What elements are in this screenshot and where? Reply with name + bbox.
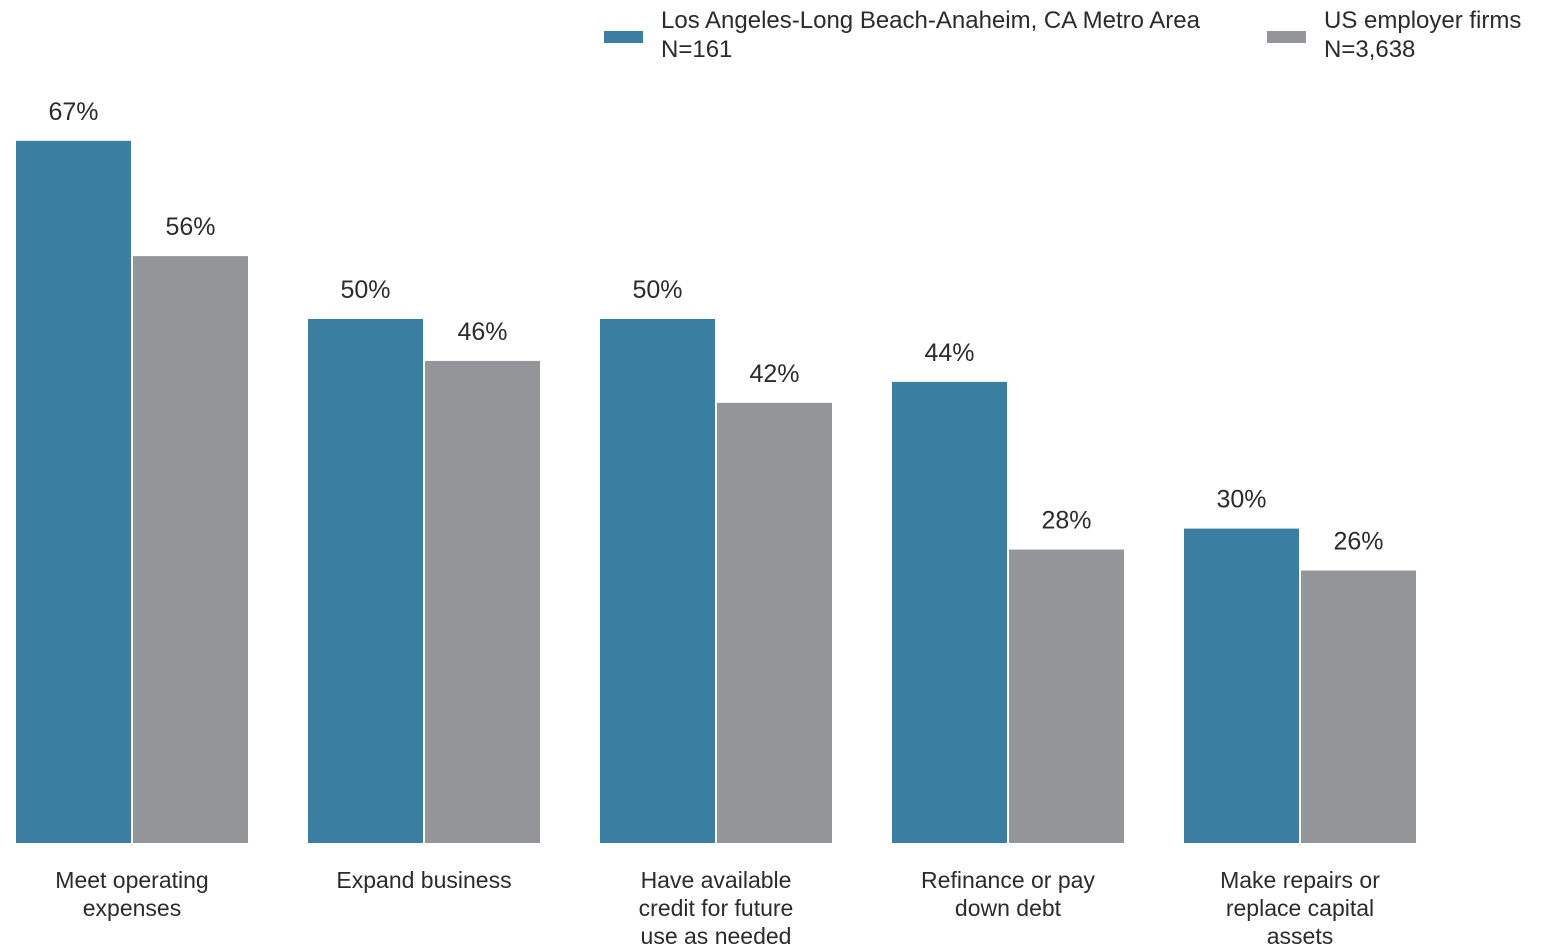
category-label-line: Refinance or pay [921, 867, 1095, 893]
data-label: 26% [1333, 528, 1383, 556]
category-label: Refinance or pay down debt [921, 867, 1095, 921]
category-label: Meet operating expenses [55, 867, 208, 921]
category-label-line: assets [1267, 923, 1333, 947]
category-label-line: Expand business [336, 867, 511, 893]
data-label: 28% [1041, 507, 1091, 535]
data-label: 50% [340, 276, 390, 304]
category-label-line: Meet operating [55, 867, 208, 893]
legend-series-sample: N=161 [661, 36, 732, 63]
bar-us-0 [133, 256, 248, 843]
legend-series-sample: N=3,638 [1324, 36, 1415, 63]
bar-us-2 [717, 402, 832, 843]
bar-us-3 [1009, 549, 1124, 843]
data-label: 44% [924, 339, 974, 367]
legend-swatch [1267, 31, 1306, 43]
bar-metro-2 [600, 319, 715, 843]
legend-item: Los Angeles-Long Beach-Anaheim, CA Metro… [604, 7, 1201, 63]
data-label: 30% [1216, 486, 1266, 514]
data-label: 56% [165, 213, 215, 241]
legend-swatch [604, 31, 643, 43]
bar-metro-0 [16, 140, 131, 844]
category-label: Have available credit for future use as ne… [639, 867, 794, 947]
data-label: 46% [457, 318, 507, 346]
data-label: 42% [749, 360, 799, 388]
category-label: Make repairs or replace capital assets [1220, 867, 1380, 947]
category-label-line: replace capital [1226, 895, 1374, 921]
bar-us-4 [1301, 570, 1416, 843]
legend-series-name: Los Angeles-Long Beach-Anaheim, CA Metro… [661, 7, 1201, 34]
category-label-line: use as needed [641, 923, 792, 947]
category-label-line: down debt [955, 895, 1062, 921]
bar-metro-4 [1184, 528, 1299, 843]
data-label: 67% [48, 98, 98, 126]
category-label-line: Make repairs or [1220, 867, 1380, 893]
bar-us-1 [425, 360, 540, 843]
category-label-line: credit for future [639, 895, 794, 921]
category-label: Expand business [336, 867, 511, 893]
category-label-line: Have available [641, 867, 792, 893]
legend-series-name: US employer firms [1324, 7, 1521, 34]
category-label-line: expenses [83, 895, 181, 921]
bar-metro-3 [892, 381, 1007, 843]
data-label: 50% [632, 276, 682, 304]
bar-metro-1 [308, 319, 423, 843]
